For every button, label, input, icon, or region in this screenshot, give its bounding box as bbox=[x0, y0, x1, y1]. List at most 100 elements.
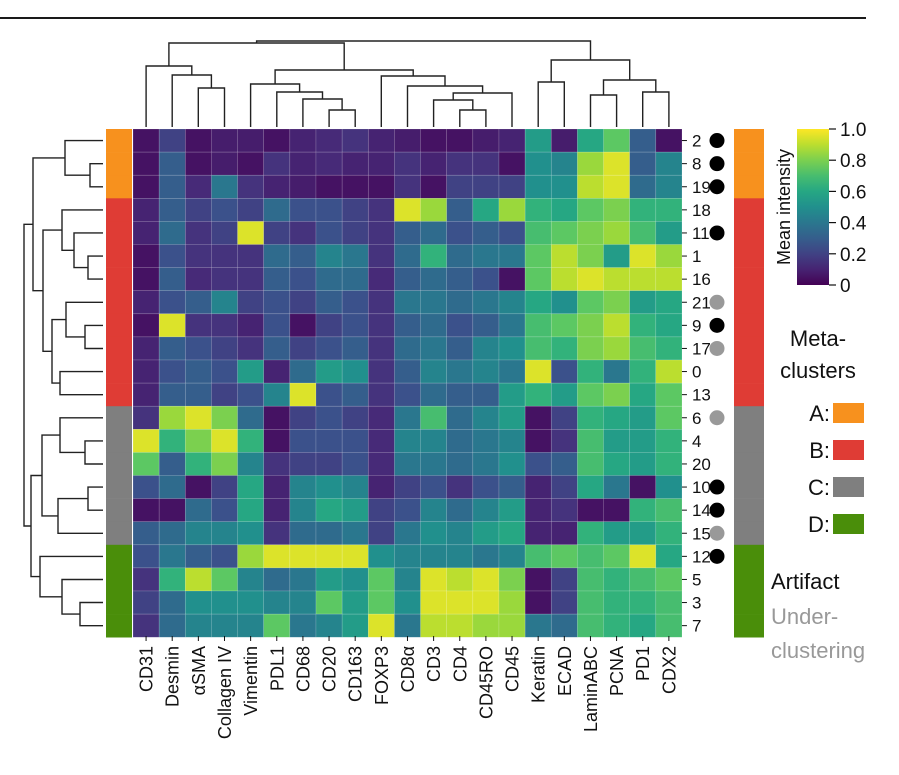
heatmap-cell bbox=[237, 405, 265, 430]
heatmap-cell bbox=[629, 475, 657, 499]
heatmap-cell bbox=[341, 244, 369, 268]
heatmap-cell bbox=[472, 475, 500, 499]
heatmap-cell bbox=[211, 452, 238, 476]
metacluster-cell-right bbox=[734, 175, 764, 199]
heatmap-cell bbox=[184, 475, 212, 499]
heatmap-cell bbox=[289, 498, 317, 523]
column-label: Collagen IV bbox=[215, 646, 235, 739]
heatmap-cell bbox=[655, 290, 683, 315]
heatmap-cell bbox=[603, 590, 631, 615]
heatmap-cell bbox=[315, 405, 343, 430]
heatmap-cell bbox=[341, 475, 369, 499]
metacluster-cell-right bbox=[734, 129, 764, 153]
heatmap-cell bbox=[367, 521, 395, 546]
heatmap-cell bbox=[237, 198, 265, 222]
heatmap-cell bbox=[132, 382, 160, 407]
heatmap-cell bbox=[211, 174, 238, 199]
artifact-marker bbox=[709, 156, 725, 172]
heatmap-cell bbox=[184, 221, 212, 245]
heatmap-cell bbox=[446, 336, 474, 361]
column-dendrogram-link bbox=[459, 109, 487, 127]
colorbar-tick-label: 0.6 bbox=[840, 182, 866, 203]
heatmap-cell bbox=[184, 498, 212, 523]
heatmap-cell bbox=[577, 498, 604, 523]
heatmap-cell bbox=[524, 428, 552, 453]
heatmap-cell bbox=[289, 128, 317, 153]
heatmap-cell bbox=[603, 244, 631, 268]
heatmap-cell bbox=[446, 613, 474, 638]
heatmap-cell bbox=[132, 498, 160, 523]
heatmap-cell bbox=[367, 544, 395, 569]
heatmap-cell bbox=[498, 198, 526, 222]
heatmap-cell bbox=[524, 313, 552, 338]
heatmap-cell bbox=[420, 244, 448, 268]
heatmap-cell bbox=[211, 382, 238, 407]
column-dendrogram-link bbox=[602, 79, 657, 95]
row-dendrogram-link bbox=[64, 139, 103, 176]
heatmap-cell bbox=[211, 244, 238, 268]
heatmap-cell bbox=[603, 221, 631, 245]
heatmap-cell bbox=[603, 428, 631, 453]
heatmap-cell bbox=[341, 174, 369, 199]
heatmap-cell bbox=[184, 567, 212, 592]
heatmap-cell bbox=[158, 498, 186, 523]
row-label: 0 bbox=[692, 363, 701, 382]
legend-swatch bbox=[833, 440, 864, 460]
heatmap-cell bbox=[655, 151, 683, 176]
heatmap-cell bbox=[655, 382, 683, 407]
metacluster-cell-left bbox=[106, 129, 132, 153]
heatmap-cell bbox=[577, 151, 604, 176]
metacluster-cell-left bbox=[106, 267, 132, 291]
heatmap-cell bbox=[341, 590, 369, 615]
heatmap-cell bbox=[289, 590, 317, 615]
heatmap-cell bbox=[132, 336, 160, 361]
heatmap-cell bbox=[655, 405, 683, 430]
heatmap-cell bbox=[341, 359, 369, 384]
row-label: 18 bbox=[692, 201, 711, 220]
heatmap-cell bbox=[550, 475, 578, 499]
heatmap-cell bbox=[341, 613, 369, 638]
row-label: 12 bbox=[692, 547, 711, 566]
metacluster-cell-right bbox=[734, 544, 764, 569]
metacluster-cell-left bbox=[106, 244, 132, 268]
metacluster-cell-right bbox=[734, 221, 764, 245]
heatmap-cell bbox=[263, 244, 291, 268]
row-label: 15 bbox=[692, 524, 711, 543]
colorbar-label: Mean intensity bbox=[774, 149, 794, 265]
heatmap-cell bbox=[524, 267, 552, 292]
metacluster-cell-right bbox=[734, 290, 764, 315]
heatmap-cell bbox=[394, 521, 421, 546]
heatmap-cell bbox=[315, 267, 343, 292]
metacluster-cell-right bbox=[734, 591, 764, 615]
heatmap-cell bbox=[367, 590, 395, 615]
heatmap-cell bbox=[211, 613, 238, 638]
legend-artifact: Artifact bbox=[771, 569, 839, 594]
heatmap-cell bbox=[394, 498, 421, 523]
heatmap-cell bbox=[524, 613, 552, 638]
heatmap-cell bbox=[394, 313, 421, 338]
column-label: CD45 bbox=[503, 646, 523, 692]
heatmap-cell bbox=[472, 382, 500, 407]
heatmap-cell bbox=[394, 544, 421, 569]
heatmap-cell bbox=[394, 267, 421, 292]
heatmap-cell bbox=[446, 244, 474, 268]
heatmap-cell bbox=[315, 313, 343, 338]
heatmap-cell bbox=[577, 613, 604, 638]
heatmap-cell bbox=[211, 290, 238, 315]
heatmap-cell bbox=[577, 221, 604, 245]
row-dendrogram-link bbox=[79, 601, 103, 627]
heatmap-cell bbox=[341, 521, 369, 546]
heatmap-cell bbox=[315, 567, 343, 592]
column-dendrogram-link bbox=[197, 87, 226, 127]
heatmap-cell bbox=[550, 405, 578, 430]
heatmap-cell bbox=[550, 428, 578, 453]
heatmap-cell bbox=[394, 128, 421, 153]
heatmap-cell bbox=[629, 128, 657, 153]
heatmap-cell bbox=[446, 428, 474, 453]
heatmap-cell bbox=[132, 359, 160, 384]
column-dendrogram-link bbox=[302, 98, 343, 127]
heatmap-cell bbox=[289, 521, 317, 546]
heatmap-cell bbox=[237, 475, 265, 499]
heatmap-cell bbox=[289, 151, 317, 176]
column-label: PCNA bbox=[607, 646, 627, 696]
